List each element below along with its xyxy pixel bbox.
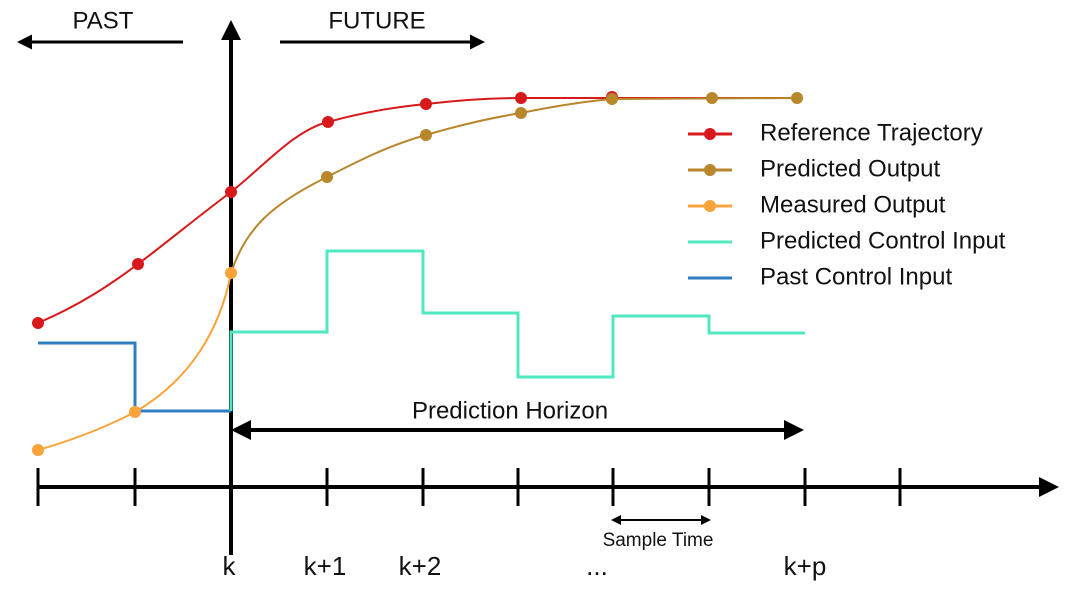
legend-marker [704, 128, 716, 140]
predicted-output [230, 97, 798, 274]
legend-marker [704, 200, 716, 212]
sample-time-label: Sample Time [603, 530, 714, 551]
legend-marker [704, 164, 716, 176]
axis-label: ... [586, 551, 608, 581]
measured-output [37, 272, 232, 451]
legend-label: Reference Trajectory [760, 119, 983, 146]
reference-trajectory [37, 97, 797, 324]
axis-label: k+1 [304, 551, 347, 581]
legend-label: Predicted Control Input [760, 227, 1006, 254]
legend-label: Past Control Input [760, 263, 952, 290]
axis-labels: k k+1 k+2... k+p [223, 551, 827, 581]
axis-label: k+2 [399, 551, 442, 581]
past-control-input [38, 341, 231, 413]
legend: Reference Trajectory Predicted Output Meas… [688, 119, 1006, 290]
future-label: FUTURE [328, 7, 425, 34]
axis-label: k+p [784, 551, 827, 581]
axis-ticks [36, 468, 902, 506]
prediction-horizon-label: Prediction Horizon [412, 397, 608, 424]
past-label: PAST [73, 7, 134, 34]
predicted-points [321, 92, 803, 183]
legend-label: Predicted Output [760, 155, 940, 182]
reference-points [32, 91, 618, 329]
predicted-control-input [229, 249, 805, 411]
axis-label: k [223, 551, 237, 581]
legend-label: Measured Output [760, 191, 946, 218]
measured-points [32, 267, 237, 456]
